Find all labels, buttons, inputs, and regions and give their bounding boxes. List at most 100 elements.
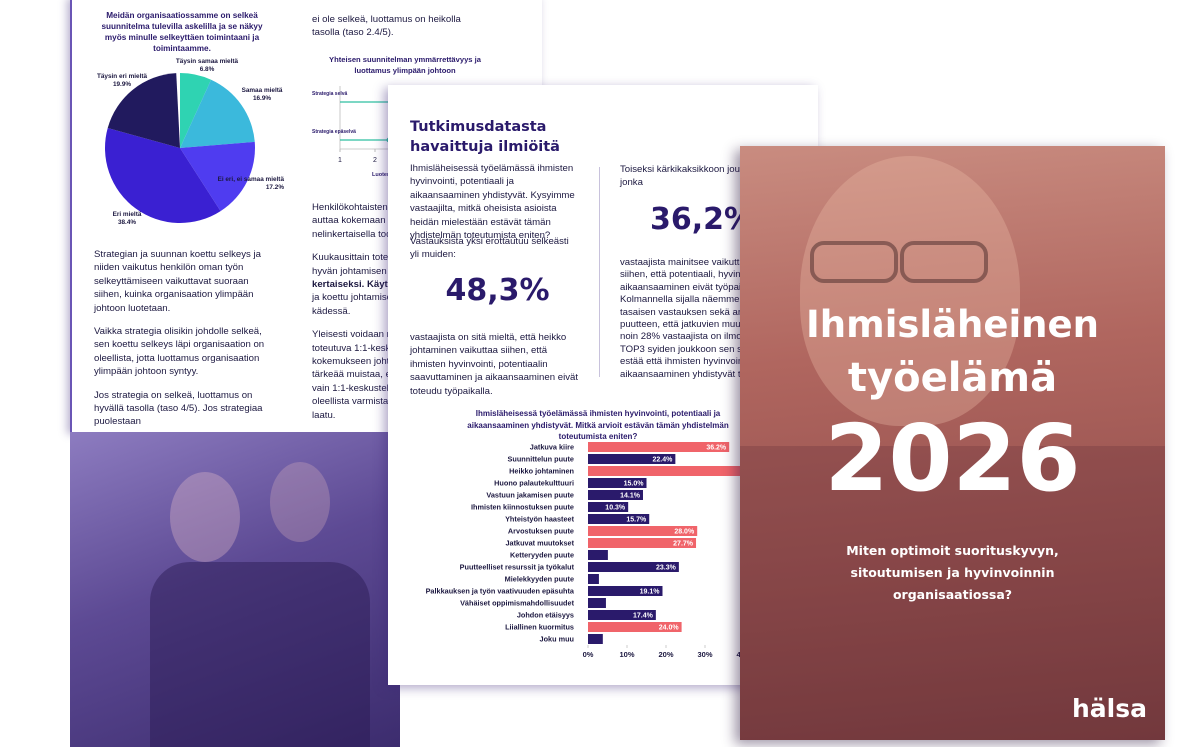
text-line: TOP3 syiden joukkoon sen suht (620, 343, 756, 355)
bar (588, 574, 599, 584)
value-label: 15.0% (624, 481, 645, 488)
cover-photo-glasses (810, 241, 898, 283)
text-line: tärkeää muistaa, että (312, 369, 402, 381)
category-label: Joku muu (540, 635, 574, 644)
right-top: Toiseksi kärkikaksikkoon joutui jonka (620, 163, 810, 190)
cover-photo-body (740, 446, 1165, 740)
text-line: vastaajista mainitsee vaikuttava (620, 257, 755, 268)
text-line: Toiseksi kärkikaksikkoon joutui (620, 164, 751, 175)
x-tick-label: 30% (697, 650, 712, 659)
category-label: Vähäiset oppimismahdollisuudet (460, 599, 575, 608)
x-tick-label: 0% (583, 650, 594, 659)
text-line: laatu. (312, 409, 336, 421)
text-line: noin 28% vastaajista on ilmoitta (620, 331, 755, 343)
pie-slice (105, 127, 221, 223)
x-axis-label: Luoten arv (372, 172, 401, 178)
cover: Ihmisläheinen työelämä 2026 Miten optimo… (740, 146, 1165, 740)
big-stat: 48,3% (445, 273, 550, 308)
text-line: puutteen, että jatkuvien muutos (620, 319, 754, 331)
left-paragraphs: Strategian ja suunnan koettu selkeys ja … (94, 248, 279, 432)
pie-slice (107, 73, 180, 148)
value-label: 14.1% (620, 493, 641, 500)
office-photo (70, 432, 400, 747)
bar (588, 634, 603, 644)
text-line: Kolmannella sijalla näemme pu (620, 294, 753, 306)
value-label: 27.7% (673, 541, 694, 548)
pie-slice (180, 73, 212, 148)
bar (588, 550, 608, 560)
text-line: hyvän johtamisen to (312, 265, 398, 277)
bar (588, 514, 650, 524)
pie-value-label: 19.9% (113, 81, 131, 88)
pie-value-label: 17.2% (266, 184, 284, 191)
pie-value-label: 6.8% (200, 66, 215, 73)
stat-text: vastaajista on sitä mieltä, että heikko … (410, 332, 578, 397)
x-tick-label: 1 (338, 157, 342, 164)
cover-year: 2026 (824, 405, 1081, 512)
value-label: 10.3% (605, 505, 626, 512)
category-label: Vastuun jakamisen puute (486, 491, 574, 500)
text-line: aikaansaaminen yhdistyvät töis (620, 368, 753, 380)
x-tick-label: 20% (658, 650, 673, 659)
text-line: Henkilökohtaisten ta (312, 202, 399, 213)
category-label: Palkkauksen ja työn vaativuuden epäsuhta (426, 587, 575, 596)
bar (588, 598, 606, 608)
pie-value-label: 16.9% (253, 95, 271, 102)
column-divider (599, 167, 600, 377)
value-label: 28.0% (674, 529, 695, 536)
category-label: Liiallinen kuormitus (505, 623, 574, 632)
category-label: Arvostuksen puute (508, 527, 574, 536)
paragraph: Kuukausittain toteut hyvän johtamisen to k… (312, 251, 512, 318)
category-label: Yhteistyön haasteet (505, 515, 575, 524)
text-line: Kuukausittain toteut (312, 252, 397, 264)
bar (588, 610, 656, 620)
text-line: tasaisen vastauksen sekä arvos (620, 306, 756, 318)
right-fragments: Henkilökohtaisten ta auttaa kokemaan joh n… (312, 201, 512, 432)
text-line: vain 1:1-keskustelu (312, 382, 395, 394)
pie-label: Ei eri, ei samaa mieltä (218, 176, 285, 183)
cover-photo-face (800, 156, 1020, 426)
paragraph: Henkilökohtaisten ta auttaa kokemaan joh n… (312, 201, 512, 241)
category-label: Strategia epäselvä (312, 129, 356, 135)
category-label: Ketteryyden puute (510, 551, 574, 560)
paragraph: Jos strategia on selkeä, luottamus on hy… (94, 389, 263, 428)
pie-slice (180, 79, 255, 148)
intro-text: Ihmisläheisessä työelämässä ihmisten hyv… (410, 163, 575, 242)
category-label: Heikko johtaminen (509, 467, 574, 476)
bar (588, 454, 676, 464)
value-label: 19.1% (640, 589, 661, 596)
x-tick-label: 2 (373, 157, 377, 164)
category-label: Jatkuva kiire (530, 443, 574, 452)
bar (588, 562, 679, 572)
bar (588, 502, 629, 512)
category-label: Jatkuvat muutokset (505, 539, 574, 548)
middle-heading: Tutkimusdatasta havaittuja ilmiöitä (410, 119, 560, 155)
text-line: toteutuva 1:1-kesku (312, 342, 396, 354)
cover-subtitle: Miten optimoit suorituskyvyn, sitoutumis… (846, 543, 1059, 602)
value-label: 23.3% (656, 565, 677, 572)
bar (588, 538, 697, 548)
paragraph: Yleisesti voidaan näh toteutuva 1:1-kesku… (312, 328, 512, 422)
category-label: Huono palautekulttuuri (494, 479, 574, 488)
text-line: ja koettu johtamisen (312, 292, 398, 304)
bar-chart: 0%10%20%30%40%Jatkuva kiire36.2%Suunnitt… (426, 442, 777, 659)
big-stat-2: 36,2% (650, 202, 755, 237)
category-label: Suunnittelun puute (508, 455, 574, 464)
right-intro: ei ole selkeä, luottamus on heikolla tas… (312, 14, 461, 39)
text-line: siihen, että potentiaali, hyvinvoi (620, 269, 753, 281)
dot-chart-title: Yhteisen suunnitelman ymmärrettävyys ja … (329, 55, 481, 75)
category-label: Johdon etäisyys (517, 611, 574, 620)
text-line: oleellista varmistaa (312, 396, 394, 408)
cover-photo-glasses (900, 241, 988, 283)
x-tick-label: 10% (619, 650, 634, 659)
text-line: jonka (620, 177, 643, 189)
text-line: aikaansaaminen eivät työpaikoi (620, 281, 754, 293)
pie-label: Täysin eri mieltä (97, 73, 148, 80)
photo-shadow (150, 562, 370, 747)
cover-title-line: työelämä (847, 355, 1058, 401)
bar (588, 442, 730, 452)
pie-label: Samaa mieltä (242, 87, 283, 94)
cover-title: Ihmisläheinen työelämä 2026 (740, 301, 1165, 511)
